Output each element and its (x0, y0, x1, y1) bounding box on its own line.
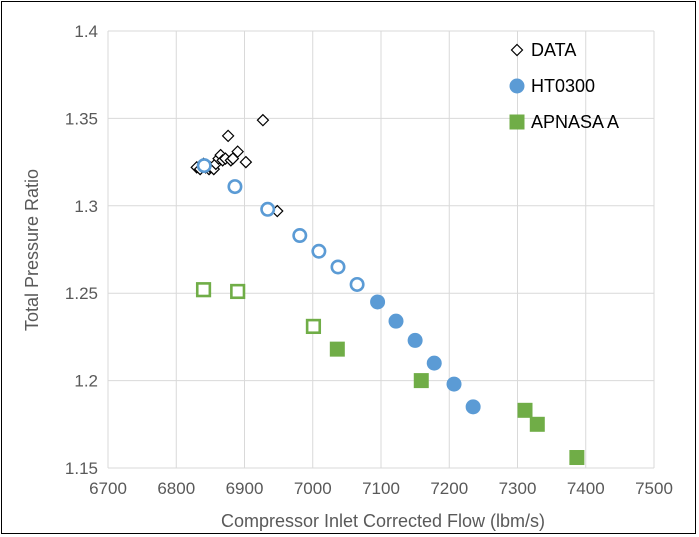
y-tick-label: 1.15 (65, 459, 98, 478)
y-tick-label: 1.25 (65, 284, 98, 303)
x-tick-label: 7500 (635, 479, 673, 498)
data-point-circle (407, 332, 423, 348)
y-tick-label: 1.2 (74, 372, 98, 391)
data-point-square (569, 450, 585, 466)
legend-circle-marker (509, 78, 525, 94)
data-point-circle-open (330, 259, 346, 275)
data-point-diamond (256, 113, 270, 127)
legend-item: HT0300 (509, 76, 595, 96)
data-point-circle (370, 294, 386, 310)
x-tick-label: 6700 (89, 479, 127, 498)
data-point-circle-open (349, 276, 365, 292)
x-tick-label: 6800 (157, 479, 195, 498)
data-point-diamond (221, 129, 235, 143)
data-series (190, 113, 585, 466)
y-tick-label: 1.3 (74, 197, 98, 216)
data-point-circle-open (292, 228, 308, 244)
data-point-circle-open (311, 243, 327, 259)
x-tick-label: 7200 (430, 479, 468, 498)
series-ht0300 (196, 158, 481, 415)
data-point-circle (388, 313, 404, 329)
data-point-square (329, 341, 345, 357)
x-tick-label: 7000 (294, 479, 332, 498)
legend-item: DATA (510, 40, 576, 60)
data-point-square (517, 402, 533, 418)
data-point-circle-open (227, 179, 243, 195)
gridlines (107, 30, 655, 469)
axes: 6700 6800 6900 7000 7100 7200 7300 7400 7500 1.15… (65, 22, 673, 498)
data-point-circle (465, 399, 481, 415)
legend-square-marker (509, 114, 525, 130)
legend-label: APNASA A (531, 112, 619, 132)
y-tick-label: 1.35 (65, 109, 98, 128)
data-point-circle (446, 376, 462, 392)
y-axis-title: Total Pressure Ratio (22, 169, 42, 331)
x-tick-label: 7300 (499, 479, 537, 498)
series-apnasa-a (195, 282, 585, 466)
x-tick-label: 7400 (567, 479, 605, 498)
data-point-diamond (231, 145, 245, 158)
data-point-circle-open (260, 201, 276, 217)
data-point-circle (426, 355, 442, 371)
legend-label: HT0300 (531, 76, 595, 96)
legend-diamond-marker (510, 43, 524, 57)
x-tick-label: 7100 (362, 479, 400, 498)
legend: DATA HT0300 APNASA A (509, 40, 619, 132)
data-point-square-open (230, 283, 246, 300)
legend-label: DATA (531, 40, 576, 60)
data-point-square (413, 373, 429, 389)
data-point-circle-open (196, 158, 212, 174)
data-point-square-open (305, 318, 322, 335)
y-tick-label: 1.4 (74, 22, 98, 41)
data-point-square-open (195, 282, 212, 298)
legend-item: APNASA A (509, 112, 619, 132)
data-point-square (529, 416, 545, 432)
data-point-diamond (239, 155, 253, 169)
x-tick-label: 6900 (226, 479, 264, 498)
x-axis-title: Compressor Inlet Corrected Flow (lbm/s) (221, 511, 545, 531)
